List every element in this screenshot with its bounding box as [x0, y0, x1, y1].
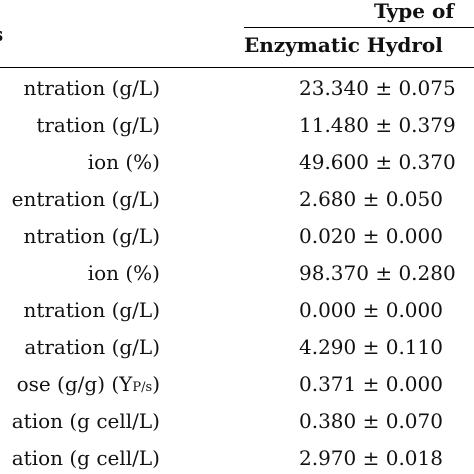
row-parameter-label: ion (%)	[87, 261, 160, 285]
table-row: ation (g cell/L) 0.380 ± 0.070	[0, 404, 474, 438]
row-parameter-label: tration (g/L)	[36, 113, 160, 137]
enzymatic-column-header: Enzymatic Hydrol	[244, 33, 443, 57]
table-row: ose (g/g) (YP/s) 0.371 ± 0.000	[0, 367, 474, 401]
row-parameter-label: entration (g/L)	[11, 187, 160, 211]
row-value: 4.290 ± 0.110	[299, 335, 443, 359]
header-rule-top	[244, 27, 474, 28]
table-row: ntration (g/L) 23.340 ± 0.075	[0, 71, 474, 105]
table-row: atration (g/L) 4.290 ± 0.110	[0, 330, 474, 364]
row-parameter-label: ation (g cell/L)	[11, 409, 160, 433]
row-value: 0.380 ± 0.070	[299, 409, 443, 433]
yield-label-text: ose (g/g) (Y	[16, 372, 133, 396]
header-rule-bottom	[0, 67, 474, 68]
row-parameter-label: ation (g cell/L)	[11, 446, 160, 470]
row-value: 2.970 ± 0.018	[299, 446, 443, 470]
row-value: 0.020 ± 0.000	[299, 224, 443, 248]
row-value: 98.370 ± 0.280	[299, 261, 456, 285]
table-row: ntration (g/L) 0.000 ± 0.000	[0, 293, 474, 327]
row-parameter-label: ntration (g/L)	[23, 298, 160, 322]
row-parameter-label: ntration (g/L)	[23, 224, 160, 248]
parameter-column-header: s	[0, 22, 3, 46]
yield-label-tail: )	[152, 372, 160, 396]
table-row: ation (g cell/L) 2.970 ± 0.018	[0, 441, 474, 474]
row-parameter-label: ntration (g/L)	[23, 76, 160, 100]
group-column-header: Type of	[374, 0, 454, 23]
table-row: tration (g/L) 11.480 ± 0.379	[0, 108, 474, 142]
row-value: 2.680 ± 0.050	[299, 187, 443, 211]
row-value: 23.340 ± 0.075	[299, 76, 456, 100]
table-row: entration (g/L) 2.680 ± 0.050	[0, 182, 474, 216]
row-parameter-label: atration (g/L)	[24, 335, 160, 359]
row-parameter-label: ion (%)	[87, 150, 160, 174]
row-value: 11.480 ± 0.379	[299, 113, 456, 137]
table-row: ion (%) 49.600 ± 0.370	[0, 145, 474, 179]
yield-subscript: P/s	[132, 380, 153, 395]
row-parameter-label: ose (g/g) (YP/s)	[17, 367, 160, 405]
row-value: 0.371 ± 0.000	[299, 372, 443, 396]
row-value: 49.600 ± 0.370	[299, 150, 456, 174]
row-value: 0.000 ± 0.000	[299, 298, 443, 322]
table-row: ion (%) 98.370 ± 0.280	[0, 256, 474, 290]
table-row: ntration (g/L) 0.020 ± 0.000	[0, 219, 474, 253]
